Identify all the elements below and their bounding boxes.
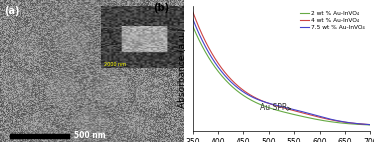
Ellipse shape bbox=[101, 27, 131, 57]
Bar bbox=[10, 134, 69, 138]
4 wt % Au-InVO₄ bbox=[368, 124, 373, 125]
7.5 wt % Au-InVO₄ bbox=[296, 110, 301, 111]
7.5 wt % Au-InVO₄ bbox=[364, 124, 368, 125]
4 wt % Au-InVO₄ bbox=[286, 108, 291, 110]
4 wt % Au-InVO₄ bbox=[190, 11, 195, 12]
2 wt % Au-InVO₄ bbox=[190, 25, 195, 27]
7.5 wt % Au-InVO₄ bbox=[368, 124, 373, 126]
Text: 2000 nm: 2000 nm bbox=[104, 62, 126, 67]
Text: (b): (b) bbox=[154, 3, 170, 13]
Ellipse shape bbox=[45, 71, 78, 107]
2 wt % Au-InVO₄ bbox=[296, 115, 301, 116]
2 wt % Au-InVO₄ bbox=[276, 110, 280, 111]
Ellipse shape bbox=[142, 37, 169, 67]
Ellipse shape bbox=[22, 115, 52, 139]
Line: 2 wt % Au-InVO₄: 2 wt % Au-InVO₄ bbox=[193, 26, 370, 125]
Ellipse shape bbox=[12, 30, 42, 64]
Ellipse shape bbox=[73, 110, 109, 134]
4 wt % Au-InVO₄ bbox=[275, 105, 279, 107]
4 wt % Au-InVO₄ bbox=[276, 106, 280, 107]
4 wt % Au-InVO₄ bbox=[336, 120, 340, 122]
Ellipse shape bbox=[1, 69, 33, 105]
Ellipse shape bbox=[94, 69, 128, 105]
Y-axis label: Absorbance (a.u.): Absorbance (a.u.) bbox=[178, 28, 187, 108]
Text: (a): (a) bbox=[4, 6, 19, 16]
Ellipse shape bbox=[135, 75, 166, 109]
2 wt % Au-InVO₄ bbox=[275, 109, 279, 111]
7.5 wt % Au-InVO₄ bbox=[276, 105, 280, 106]
2 wt % Au-InVO₄ bbox=[286, 112, 291, 114]
Text: Au SPR: Au SPR bbox=[260, 103, 291, 112]
7.5 wt % Au-InVO₄ bbox=[336, 120, 340, 122]
Ellipse shape bbox=[125, 114, 156, 136]
Ellipse shape bbox=[53, 21, 89, 53]
2 wt % Au-InVO₄ bbox=[368, 124, 373, 126]
4 wt % Au-InVO₄ bbox=[364, 124, 368, 125]
7.5 wt % Au-InVO₄ bbox=[286, 107, 291, 109]
Legend: 2 wt % Au-InVO₄, 4 wt % Au-InVO₄, 7.5 wt % Au-InVO₄: 2 wt % Au-InVO₄, 4 wt % Au-InVO₄, 7.5 wt… bbox=[298, 9, 367, 32]
4 wt % Au-InVO₄ bbox=[296, 111, 301, 113]
7.5 wt % Au-InVO₄ bbox=[275, 105, 279, 106]
Text: 500 nm: 500 nm bbox=[74, 131, 106, 140]
2 wt % Au-InVO₄ bbox=[336, 122, 340, 124]
7.5 wt % Au-InVO₄ bbox=[190, 18, 195, 19]
2 wt % Au-InVO₄ bbox=[364, 124, 368, 126]
Line: 4 wt % Au-InVO₄: 4 wt % Au-InVO₄ bbox=[193, 11, 370, 125]
Line: 7.5 wt % Au-InVO₄: 7.5 wt % Au-InVO₄ bbox=[193, 19, 370, 125]
